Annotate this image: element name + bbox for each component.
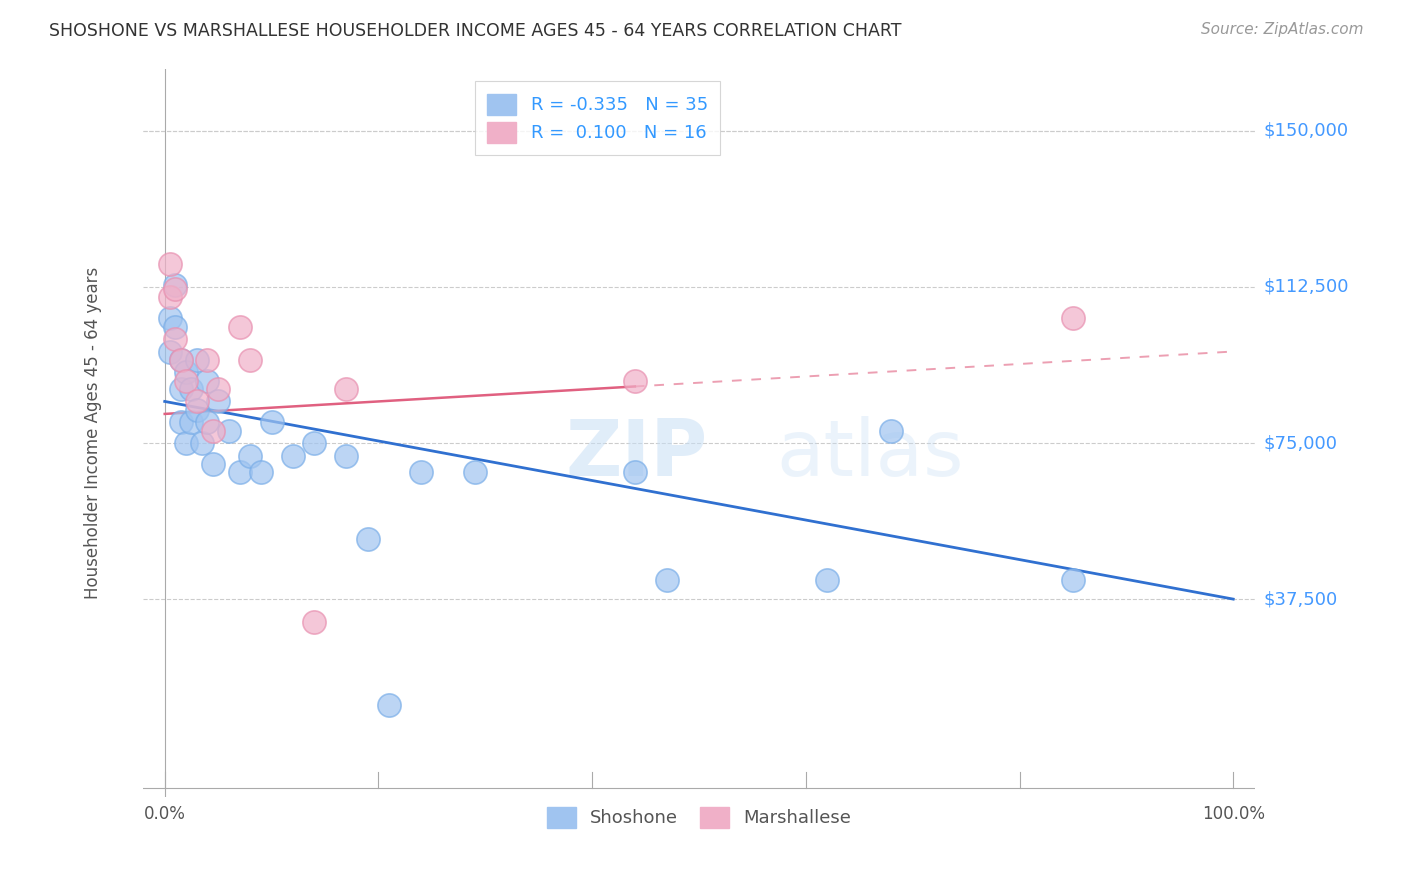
Point: [411, 465, 433, 479]
Text: $150,000: $150,000: [1264, 122, 1348, 140]
Point: [186, 352, 208, 367]
Point: [170, 352, 193, 367]
Text: 0.0%: 0.0%: [143, 805, 186, 823]
Point: [304, 436, 326, 450]
Point: [201, 457, 224, 471]
Point: [655, 574, 678, 588]
Point: [624, 465, 647, 479]
Point: [170, 382, 193, 396]
Text: $37,500: $37,500: [1264, 591, 1337, 608]
Point: [624, 374, 647, 388]
Point: [186, 394, 208, 409]
Point: [880, 424, 903, 438]
Point: [170, 415, 193, 429]
Point: [159, 257, 181, 271]
Point: [378, 698, 401, 713]
Text: Source: ZipAtlas.com: Source: ZipAtlas.com: [1201, 22, 1364, 37]
Point: [207, 394, 229, 409]
Point: [260, 415, 283, 429]
Point: [207, 382, 229, 396]
Point: [239, 352, 262, 367]
Point: [165, 319, 187, 334]
Point: [201, 424, 224, 438]
Point: [159, 290, 181, 304]
Point: [1062, 311, 1084, 326]
Point: [180, 382, 202, 396]
Point: [250, 465, 273, 479]
Point: [197, 415, 219, 429]
Point: [186, 402, 208, 417]
Point: [170, 352, 193, 367]
Point: [1062, 574, 1084, 588]
Point: [191, 436, 214, 450]
Legend: Shoshone, Marshallese: Shoshone, Marshallese: [540, 800, 858, 835]
Point: [165, 282, 187, 296]
Point: [174, 374, 197, 388]
Point: [335, 382, 357, 396]
Point: [174, 365, 197, 379]
Point: [228, 319, 250, 334]
Point: [159, 311, 181, 326]
Text: SHOSHONE VS MARSHALLESE HOUSEHOLDER INCOME AGES 45 - 64 YEARS CORRELATION CHART: SHOSHONE VS MARSHALLESE HOUSEHOLDER INCO…: [49, 22, 901, 40]
Text: $112,500: $112,500: [1264, 278, 1348, 296]
Text: 100.0%: 100.0%: [1202, 805, 1265, 823]
Point: [165, 277, 187, 292]
Point: [281, 449, 304, 463]
Point: [197, 374, 219, 388]
Point: [180, 415, 202, 429]
Point: [464, 465, 486, 479]
Point: [159, 344, 181, 359]
Point: [335, 449, 357, 463]
Point: [174, 436, 197, 450]
Point: [218, 424, 240, 438]
Point: [815, 574, 838, 588]
Point: [304, 615, 326, 629]
Point: [197, 352, 219, 367]
Text: ZIP: ZIP: [565, 417, 707, 492]
Point: [228, 465, 250, 479]
Point: [165, 332, 187, 346]
Text: Householder Income Ages 45 - 64 years: Householder Income Ages 45 - 64 years: [84, 267, 103, 599]
Text: atlas: atlas: [776, 417, 965, 492]
Point: [239, 449, 262, 463]
Text: $75,000: $75,000: [1264, 434, 1337, 452]
Point: [357, 532, 380, 546]
